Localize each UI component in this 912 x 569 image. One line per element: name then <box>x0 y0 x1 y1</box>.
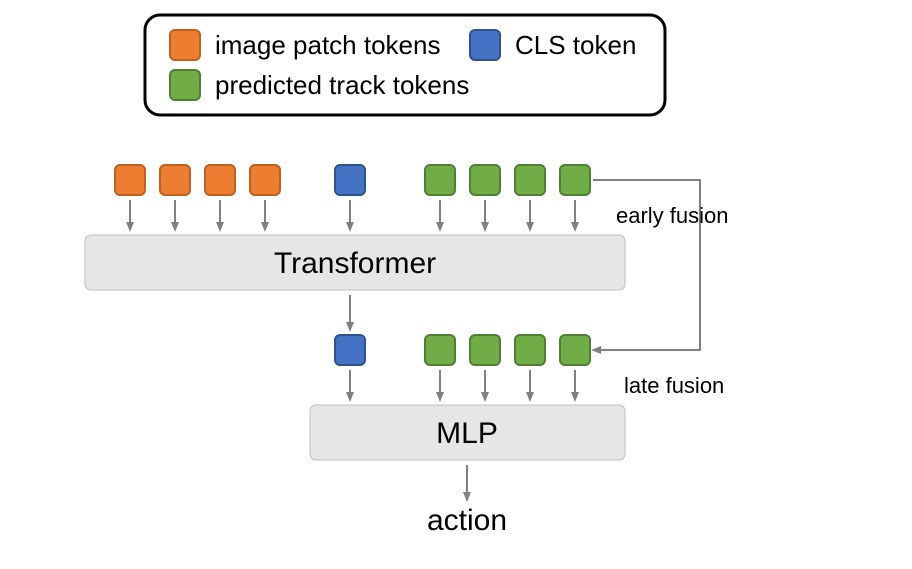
orange-token <box>205 165 235 195</box>
mlp-label: MLP <box>436 417 498 450</box>
green-token <box>515 335 545 365</box>
orange-token <box>250 165 280 195</box>
legend-swatch <box>170 30 200 60</box>
green-token <box>425 165 455 195</box>
green-token <box>470 165 500 195</box>
late-fusion-line <box>593 313 700 350</box>
green-token <box>425 335 455 365</box>
legend-label: CLS token <box>515 30 636 60</box>
legend-label: image patch tokens <box>215 30 440 60</box>
early-fusion-label: early fusion <box>616 203 729 228</box>
green-token <box>560 165 590 195</box>
legend-label: predicted track tokens <box>215 70 469 100</box>
output-label: action <box>427 504 507 537</box>
green-token <box>470 335 500 365</box>
late-fusion-label: late fusion <box>624 373 724 398</box>
legend-swatch <box>170 70 200 100</box>
green-token <box>560 335 590 365</box>
orange-token <box>115 165 145 195</box>
legend-swatch <box>470 30 500 60</box>
blue-token <box>335 335 365 365</box>
transformer-label: Transformer <box>274 247 436 280</box>
orange-token <box>160 165 190 195</box>
blue-token <box>335 165 365 195</box>
green-token <box>515 165 545 195</box>
